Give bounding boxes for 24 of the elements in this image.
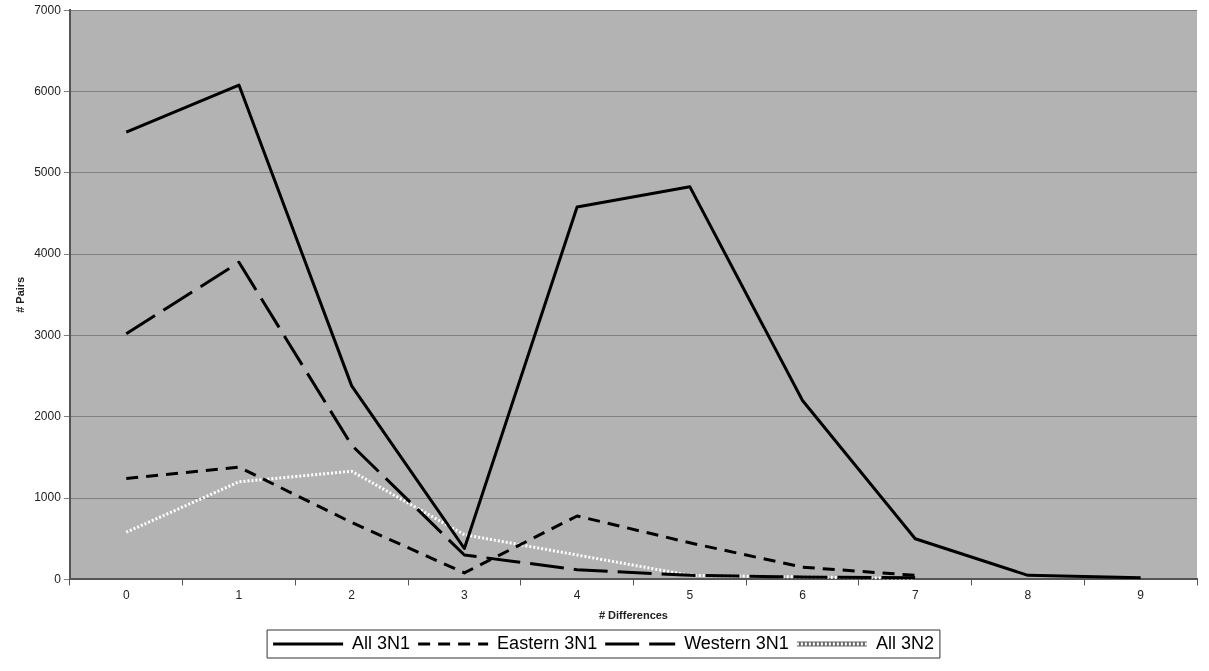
x-tick-label: 5: [686, 587, 694, 602]
x-tick-label: 1: [235, 587, 243, 602]
x-tick-label: 9: [1137, 587, 1145, 602]
legend-label: Eastern 3N1: [497, 632, 598, 653]
y-tick-label: 7000: [34, 2, 62, 17]
legend-label: All 3N2: [875, 632, 934, 653]
y-tick-label: 3000: [34, 327, 62, 342]
legend-label: Western 3N1: [684, 632, 789, 653]
x-tick-label: 0: [122, 587, 130, 602]
x-tick-label: 4: [573, 587, 581, 602]
y-axis-title: # Pairs: [13, 276, 26, 313]
x-tick-label: 8: [1024, 587, 1032, 602]
x-tick-label: 6: [799, 587, 807, 602]
y-tick-label: 4000: [34, 246, 62, 261]
y-tick-label: 0: [54, 571, 62, 586]
x-tick-label: 3: [461, 587, 469, 602]
y-tick-label: 2000: [34, 409, 62, 424]
x-axis-title: # Differences: [598, 609, 668, 622]
legend-label: All 3N1: [352, 632, 411, 653]
y-tick-label: 1000: [34, 490, 62, 505]
y-tick-label: 5000: [34, 165, 62, 180]
y-tick-label: 6000: [34, 83, 62, 98]
x-tick-label: 2: [348, 587, 356, 602]
x-tick-label: 7: [911, 587, 919, 602]
